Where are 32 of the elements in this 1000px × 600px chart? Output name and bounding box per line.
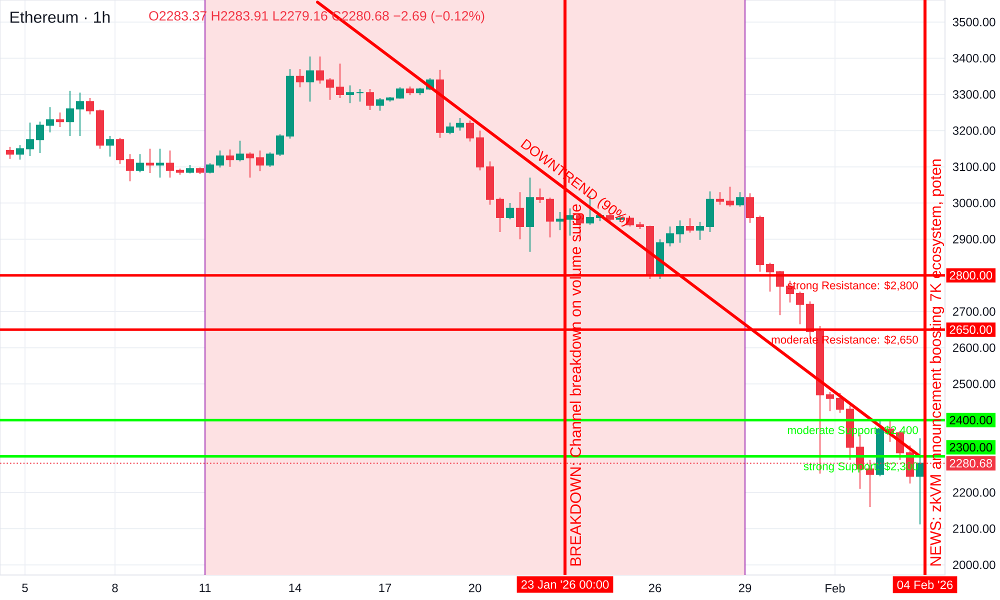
annotation: 2400.00 xyxy=(950,416,992,424)
x-tick-label: 29 xyxy=(738,584,752,592)
text: Ethereum · 1h xyxy=(10,11,110,23)
x-tick-label: 26 xyxy=(648,584,662,592)
ref-line-label: NEWS: zkVM announcement boosting 7K ecosystem, poten xyxy=(930,160,944,566)
annotation: 2650.00 xyxy=(950,325,992,334)
x-tick-label: 17 xyxy=(379,584,392,592)
x-tick-label: 11 xyxy=(200,584,211,592)
y-tick-label: 2000.00 xyxy=(952,560,996,570)
x-tick-label: Feb xyxy=(826,584,845,593)
y-tick-label: 3100.00 xyxy=(952,162,996,172)
annotation: 23 Jan '26 00:00 xyxy=(521,580,609,589)
y-tick-label: 3400.00 xyxy=(952,54,996,63)
x-tick-label: 5 xyxy=(22,584,28,592)
x-tick-label: 20 xyxy=(468,584,482,592)
y-tick-label: 3200.00 xyxy=(952,126,996,135)
annotation: 2280.68 xyxy=(950,459,992,468)
y-tick-label: 3000.00 xyxy=(952,198,996,208)
y-tick-label: 2200.00 xyxy=(952,488,996,497)
ref-line-label: BREAKDOWN: Channel breakdown on volume surge xyxy=(570,204,584,566)
x-tick-label: 14 xyxy=(289,584,302,592)
y-tick-label: 2600.00 xyxy=(952,343,996,352)
y-tick-label: 2900.00 xyxy=(952,234,996,244)
y-tick-label: 3500.00 xyxy=(952,18,996,26)
annotation: 2300.00 xyxy=(950,443,992,452)
y-tick-label: 3300.00 xyxy=(952,90,996,99)
annotation: 2800.00 xyxy=(950,271,992,280)
x-tick-label: 8 xyxy=(112,584,118,592)
annotation: 04 Feb '26 xyxy=(897,580,953,590)
y-tick-label: 2100.00 xyxy=(952,524,996,533)
y-tick-label: 2700.00 xyxy=(952,307,996,316)
y-tick-label: 2500.00 xyxy=(952,380,996,388)
